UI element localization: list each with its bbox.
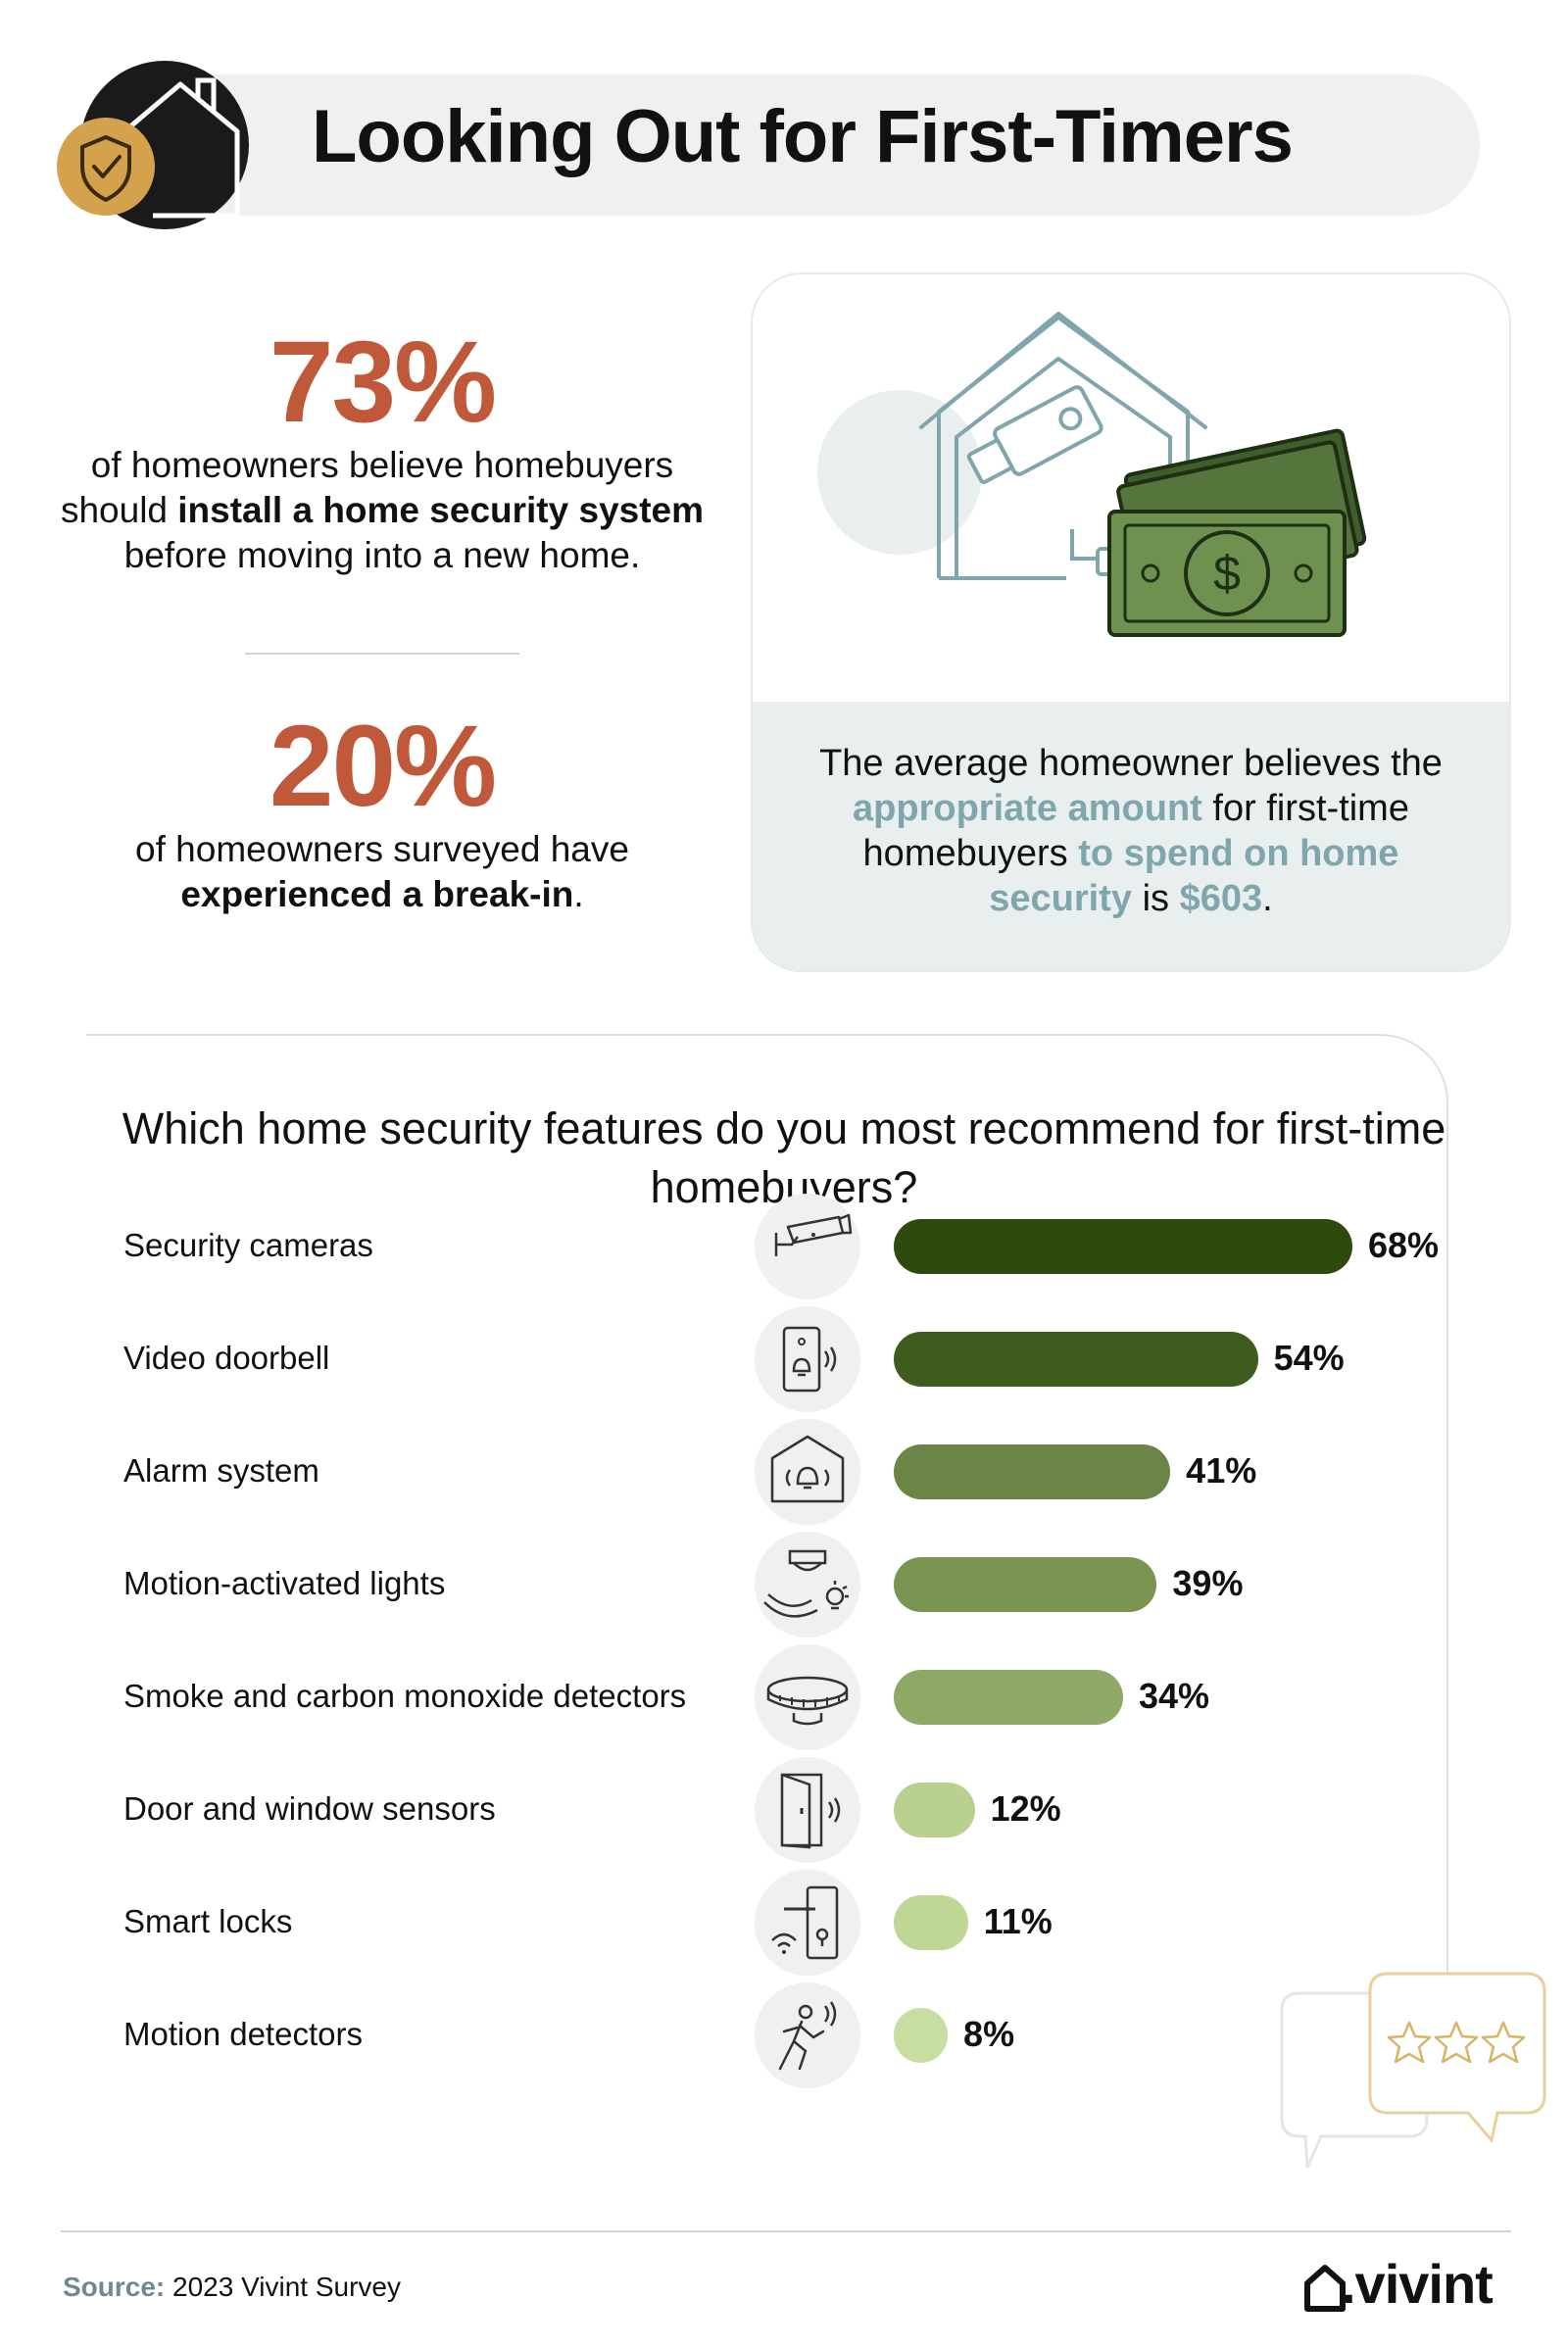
bar-category-label: Alarm system — [123, 1452, 319, 1489]
house-money-illustration: $ — [817, 312, 1367, 637]
bar-value-label: 54% — [1273, 1338, 1345, 1378]
bar — [894, 1670, 1123, 1725]
stat-20-value: 20% — [269, 702, 497, 831]
security-spend-card: $ The average homeowner believes the app… — [751, 272, 1511, 972]
motion-light-icon — [755, 1532, 860, 1638]
door-sensor-icon — [755, 1757, 860, 1863]
chart-question: Which home security features do you most… — [122, 1103, 1446, 1212]
bar-category-label: Door and window sensors — [123, 1790, 496, 1827]
bar-value-label: 39% — [1172, 1563, 1244, 1603]
bar-value-label: 8% — [963, 2014, 1015, 2054]
page-title: Looking Out for First-Timers — [312, 95, 1294, 178]
bar — [894, 1557, 1157, 1612]
video-doorbell-icon — [755, 1306, 860, 1412]
header-banner — [147, 74, 1480, 216]
stat-73-text: of homeowners believe homebuyers should … — [60, 445, 705, 575]
card-text-panel — [753, 702, 1509, 970]
house-shield-icon — [57, 77, 240, 219]
chart-panel-border — [86, 1034, 1448, 1975]
bar-category-label: Smart locks — [123, 1903, 293, 1939]
bar-category-label: Video doorbell — [123, 1340, 330, 1376]
bar — [894, 1895, 968, 1950]
bar-category-label: Motion-activated lights — [123, 1565, 446, 1601]
vivint-logo: .vivint — [1341, 2253, 1494, 2315]
alarm-system-icon — [755, 1419, 860, 1525]
bar — [894, 1219, 1352, 1274]
bar-category-label: Motion detectors — [123, 2016, 363, 2052]
review-bubbles-icon — [1280, 1972, 1546, 2169]
smoke-detector-icon — [755, 1644, 860, 1750]
source-note: Source: 2023 Vivint Survey — [63, 2272, 401, 2302]
bar-category-label: Smoke and carbon monoxide detectors — [123, 1678, 687, 1714]
bar — [894, 2008, 949, 2063]
footer-divider — [61, 2230, 1511, 2232]
bar-value-label: 12% — [990, 1788, 1061, 1829]
bar — [894, 1783, 975, 1837]
security-camera-icon — [755, 1194, 860, 1299]
stat-73-value: 73% — [269, 318, 497, 447]
svg-text:$: $ — [1213, 546, 1241, 601]
motion-detector-icon — [755, 1982, 860, 2088]
bar-value-label: 34% — [1139, 1676, 1210, 1716]
bar-category-label: Security cameras — [123, 1227, 373, 1263]
vivint-house-icon — [1304, 2265, 1346, 2312]
stat-20-text: of homeowners surveyed have experienced … — [135, 829, 629, 914]
smart-lock-icon — [755, 1870, 860, 1976]
bar-value-label: 41% — [1186, 1450, 1257, 1491]
bar — [894, 1332, 1258, 1387]
bar-value-label: 68% — [1368, 1225, 1440, 1265]
bar — [894, 1444, 1171, 1499]
average-spend-text: The average homeowner believes the appro… — [819, 743, 1443, 919]
bar-value-label: 11% — [983, 1901, 1053, 1941]
stats-divider — [245, 653, 519, 655]
